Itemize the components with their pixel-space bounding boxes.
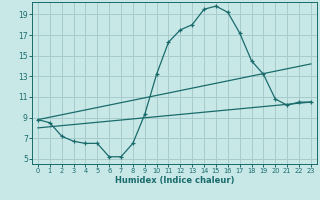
X-axis label: Humidex (Indice chaleur): Humidex (Indice chaleur) [115,176,234,185]
